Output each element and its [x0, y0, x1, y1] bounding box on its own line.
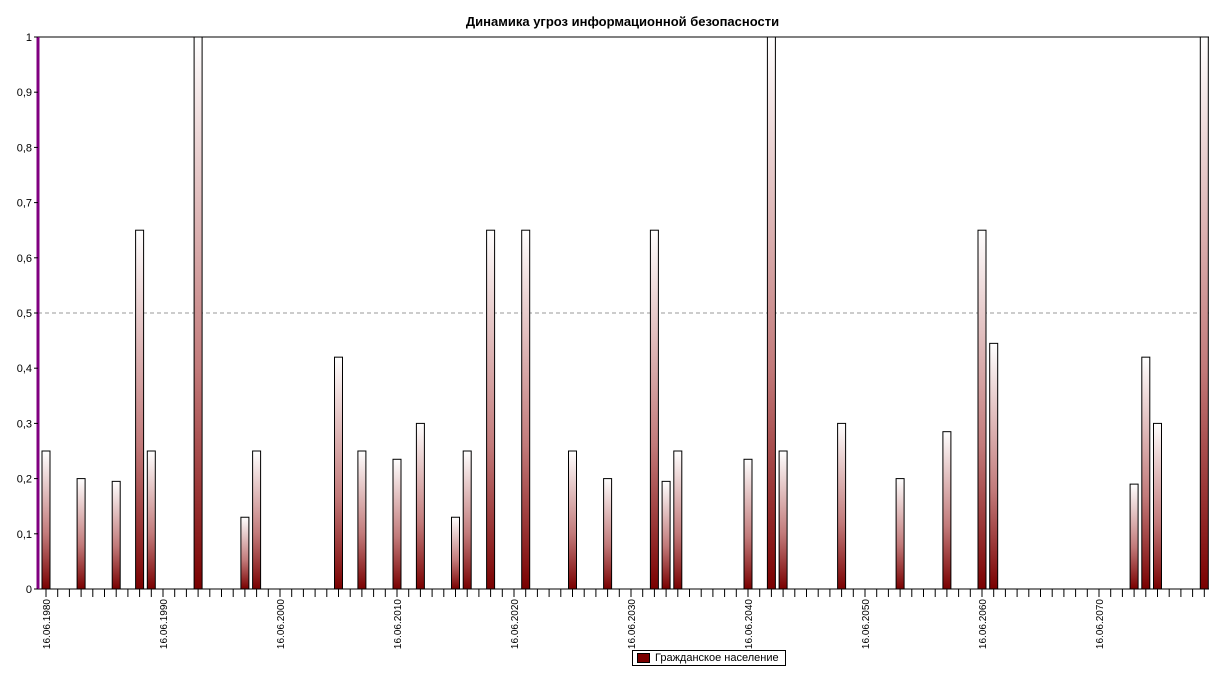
- bar: [240, 516, 250, 590]
- bar: [111, 480, 121, 590]
- bar: [778, 450, 788, 590]
- bar: [334, 356, 343, 590]
- bar: [521, 229, 531, 590]
- bar: [1153, 422, 1162, 590]
- y-tick-label: 0,7: [17, 198, 32, 210]
- legend-swatch: [637, 653, 650, 663]
- bar: [661, 480, 671, 590]
- y-tick-label: 0,4: [17, 363, 32, 375]
- x-tick-label: 16.06.1980: [42, 599, 53, 649]
- y-tick-label: 1: [26, 32, 32, 44]
- x-tick-label: 16.06.2060: [978, 599, 989, 649]
- bar: [415, 422, 425, 590]
- bar: [603, 478, 613, 590]
- x-tick-label: 16.06.2020: [510, 599, 521, 649]
- bar: [193, 36, 203, 590]
- bar: [837, 422, 847, 590]
- bar: [392, 458, 402, 590]
- x-tick-label: 16.06.2030: [627, 599, 638, 649]
- y-tick-label: 0,6: [17, 253, 32, 265]
- x-tick-label: 16.06.2050: [861, 599, 872, 649]
- bar: [76, 478, 86, 590]
- bar: [357, 450, 367, 590]
- chart-title: Динамика угроз информационной безопаснос…: [465, 14, 780, 29]
- bar: [568, 450, 577, 590]
- bar: [41, 450, 51, 590]
- legend-label: Гражданское население: [655, 652, 779, 664]
- y-tick-label: 0,5: [17, 308, 32, 320]
- bar: [1129, 483, 1139, 590]
- x-tick-label: 16.06.2000: [276, 599, 287, 649]
- x-tick-label: 16.06.2010: [393, 599, 404, 649]
- bar: [1199, 36, 1209, 590]
- x-tick-label: 16.06.2040: [744, 599, 755, 649]
- bar: [451, 516, 460, 590]
- bar: [895, 478, 905, 590]
- y-tick-label: 0,9: [17, 87, 32, 99]
- bar: [1141, 356, 1151, 590]
- bar: [252, 450, 262, 590]
- y-tick-label: 0,1: [17, 529, 32, 541]
- bar: [977, 229, 987, 590]
- bar: [486, 229, 496, 590]
- bar: [146, 450, 156, 590]
- bar: [649, 229, 659, 590]
- bar: [462, 450, 472, 590]
- y-tick-label: 0,2: [17, 474, 32, 486]
- legend: Гражданское население: [632, 650, 786, 666]
- bar: [743, 458, 753, 590]
- bar: [673, 450, 683, 590]
- bar: [135, 229, 145, 590]
- y-tick-label: 0: [26, 584, 32, 596]
- bar: [766, 36, 776, 590]
- y-tick-label: 0,8: [17, 142, 32, 154]
- x-tick-label: 16.06.2070: [1095, 599, 1106, 649]
- x-tick-label: 16.06.1990: [159, 599, 170, 649]
- y-tick-label: 0,3: [17, 418, 32, 430]
- bar: [942, 431, 952, 590]
- bar: [989, 342, 999, 590]
